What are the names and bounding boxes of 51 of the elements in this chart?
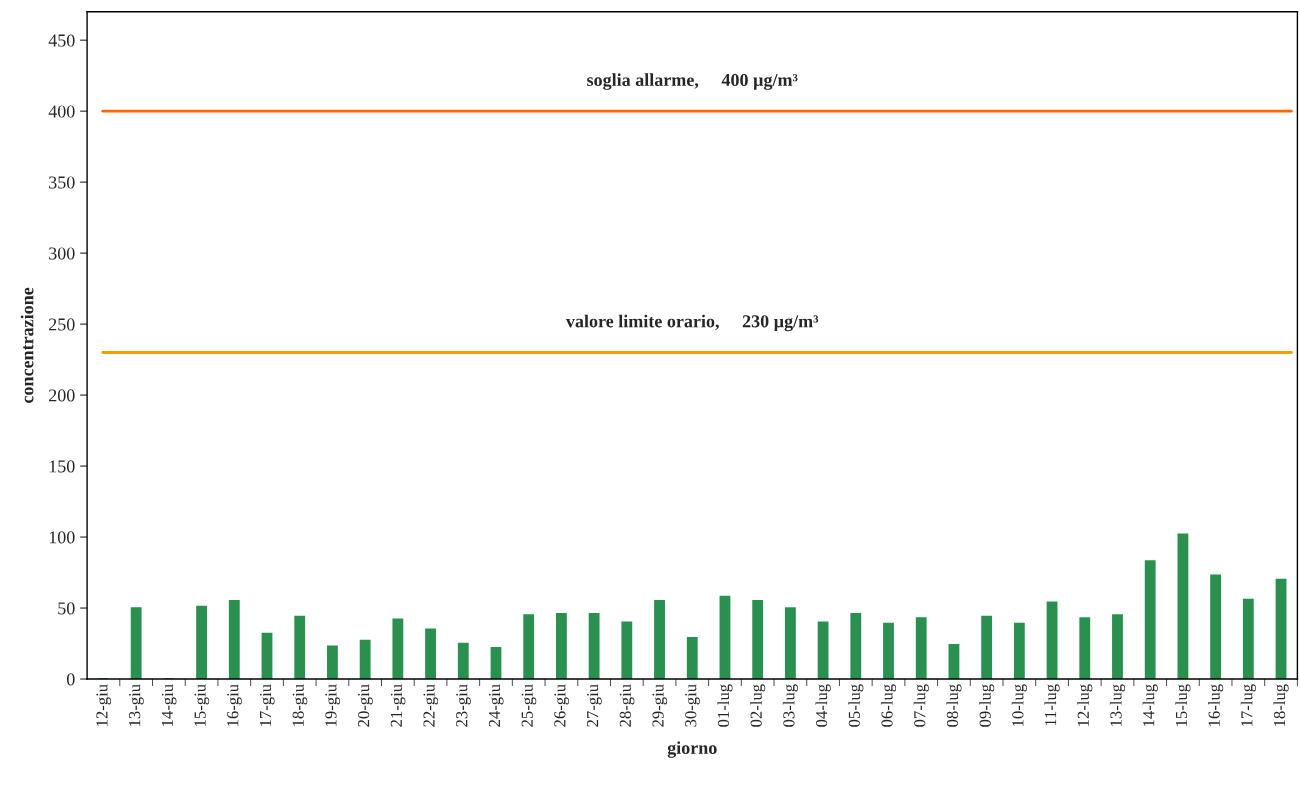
x-tick-label: 18-lug (1273, 684, 1289, 726)
ref-line-label: valore limite orario, 230 µg/m³ (565, 314, 819, 332)
x-tick-label: 17-lug (1240, 684, 1256, 726)
x-tick-label: 12-giu (96, 684, 112, 726)
x-tick-label: 19-giu (325, 684, 340, 726)
x-tick-label: 24-giu (488, 684, 504, 727)
x-tick-label: 18-giu (292, 684, 308, 726)
x-tick-label: 13-giu (129, 684, 144, 726)
x-tick-label: 23-giu (456, 684, 471, 727)
x-tick-label: 05-lug (848, 684, 864, 727)
x-tick-label: 04-lug (815, 684, 831, 727)
y-tick-label: 250 (49, 318, 75, 331)
x-tick-label: 17-giu (259, 684, 275, 726)
x-tick-label: 11-lug (1044, 684, 1060, 726)
y-tick-label: 350 (49, 176, 75, 189)
x-tick-label: 16-giu (227, 684, 242, 726)
ref-line-label: soglia allarme, 400 µg/m³ (587, 73, 798, 90)
x-tick-label: 21-giu (390, 684, 406, 727)
y-tick-label: 200 (49, 389, 75, 402)
x-tick-label: 13-lug (1109, 684, 1126, 726)
x-tick-label: 08-lug (946, 684, 962, 727)
y-tick-label: 450 (48, 34, 75, 47)
y-tick-label: 150 (49, 460, 75, 473)
x-tick-label: 14-giu (161, 684, 177, 726)
x-axis-title: giorno (667, 741, 717, 758)
y-tick-label: 100 (49, 531, 75, 544)
y-tick-label: 300 (49, 247, 75, 260)
x-tick-label: 16-lug (1208, 684, 1224, 726)
x-tick-label: 22-giu (423, 684, 439, 727)
x-tick-label: 02-lug (750, 684, 766, 727)
x-tick-label: 26-giu (554, 684, 569, 727)
x-tick-label: 03-lug (782, 684, 798, 727)
x-tick-label: 06-lug (880, 684, 897, 727)
y-tick-label: 50 (58, 602, 75, 615)
x-tick-label: 10-lug (1011, 684, 1027, 726)
x-tick-label: 01-lug (717, 684, 733, 727)
x-tick-label: 15-giu (194, 684, 210, 726)
y-axis-title: concentrazione (20, 287, 34, 403)
x-tick-label: 12-lug (1077, 684, 1093, 726)
x-tick-label: 20-giu (358, 684, 373, 727)
x-tick-label: 30-giu (685, 684, 700, 727)
x-tick-label: 29-giu (652, 684, 668, 727)
x-tick-label: 07-lug (913, 684, 929, 727)
x-tick-label: 27-giu (587, 684, 602, 727)
x-tick-label: 14-lug (1142, 684, 1158, 726)
x-tick-label: 15-lug (1175, 684, 1191, 726)
x-tick-label: 25-giu (521, 684, 537, 727)
y-tick-label: 0 (66, 673, 75, 686)
x-tick-label: 09-lug (979, 684, 995, 727)
x-tick-label: 28-giu (619, 684, 635, 727)
y-tick-label: 400 (48, 105, 75, 118)
